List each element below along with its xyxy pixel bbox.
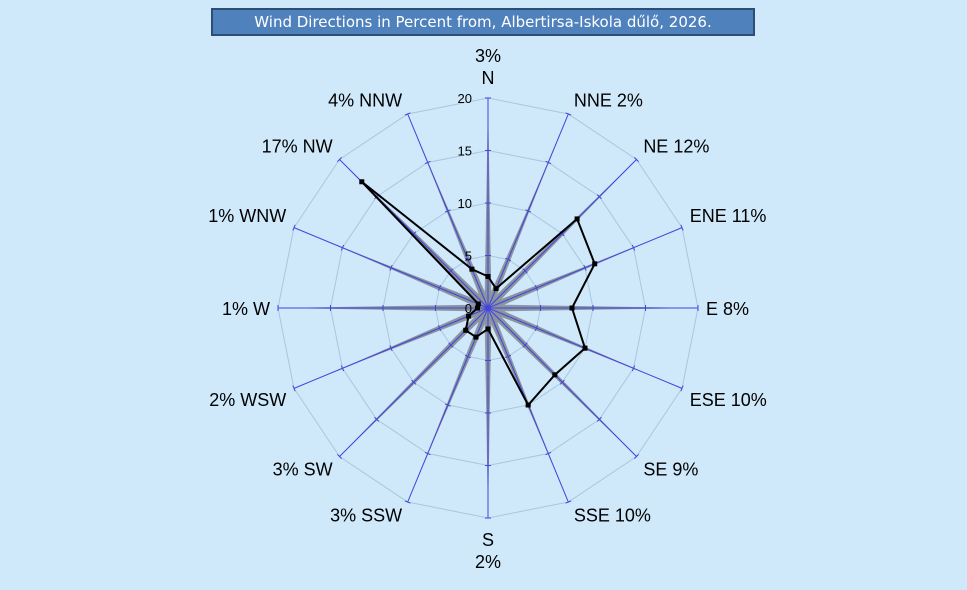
percent-label-S: 2% [475,552,501,572]
data-marker-S [485,326,491,332]
spoke-tick [534,325,539,332]
spoke-tick [340,365,345,372]
spoke-tick [583,264,587,271]
spoke-tick [389,345,393,352]
direction-label-W: 1% W [222,299,270,319]
spoke-tick [444,403,451,407]
spoke-tick [565,500,572,504]
data-marker-SW [463,327,469,333]
spoke-tick [424,451,431,456]
radial-tick-label-20: 20 [458,91,472,106]
spoke-tick [545,160,552,165]
spoke-tick [545,451,552,456]
direction-label-SW: 3% SW [273,459,333,479]
direction-label-S: S [482,530,494,550]
spoke-tick [444,209,451,213]
spoke-tick [631,365,636,372]
direction-label-NNW: 4% NNW [328,90,402,110]
spoke-tick [337,454,342,459]
spoke-tick [292,385,296,392]
spoke-tick [464,354,471,359]
radial-tick-label-10: 10 [458,196,472,211]
spoke-tick [680,385,684,392]
direction-label-WSW: 2% WSW [209,390,286,410]
percent-label-N: 3% [475,46,501,66]
data-marker-WNW [475,301,481,307]
direction-label-NNE: NNE 2% [574,90,643,110]
spoke-tick [559,379,565,385]
direction-label-NE: NE 12% [643,137,709,157]
data-marker-NE [574,216,580,222]
spoke-tick [522,342,528,348]
radial-tick-label-0: 0 [465,301,472,316]
spoke-tick [411,379,417,385]
spoke-tick [634,157,639,162]
spoke-tick [522,268,528,274]
spoke-tick [292,224,296,231]
spoke-tick [389,264,393,271]
direction-label-NW: 17% NW [262,137,333,157]
direction-label-SSW: 3% SSW [330,506,402,526]
spoke-tick [596,416,602,422]
spoke-tick [448,342,454,348]
spoke-tick [374,416,380,422]
data-marker-N [485,274,491,279]
spoke-tick [565,112,572,116]
spoke-tick [631,244,636,251]
radial-tick-label-5: 5 [465,249,472,264]
data-marker-SE [552,372,558,378]
direction-label-E: E 8% [706,299,749,319]
direction-label-SE: SE 9% [643,459,698,479]
direction-label-WNW: 1% WNW [208,206,286,226]
chart-title: Wind Directions in Percent from, Alberti… [211,8,755,36]
data-marker-WSW [466,313,472,319]
spoke-tick [634,454,639,459]
spoke-tick [340,244,345,251]
direction-label-ESE: ESE 10% [690,390,767,410]
spoke-tick [505,354,512,359]
spoke-tick [337,157,342,162]
data-marker-NNE [493,286,499,292]
direction-label-N: N [482,68,495,88]
spoke-tick [437,284,442,291]
spoke-tick [404,112,411,116]
data-marker-ENE [592,261,598,267]
data-marker-SSW [473,334,479,340]
data-marker-NNW [469,266,475,272]
spoke-tick [534,284,539,291]
spoke-tick [464,257,471,262]
spoke-tick [680,224,684,231]
spoke-tick [596,194,602,200]
spoke-tick [424,160,431,165]
data-marker-W [475,305,480,311]
spoke-tick [437,325,442,332]
spoke-tick [404,500,411,504]
spoke-tick [525,209,532,213]
direction-label-SSE: SSE 10% [574,506,651,526]
data-marker-NW [359,179,365,185]
direction-label-ENE: ENE 11% [690,206,767,226]
data-marker-SSE [525,402,531,408]
data-marker-ESE [582,345,588,351]
radial-tick-label-15: 15 [458,144,472,159]
spoke-tick [505,257,512,262]
data-marker-E [569,305,575,311]
